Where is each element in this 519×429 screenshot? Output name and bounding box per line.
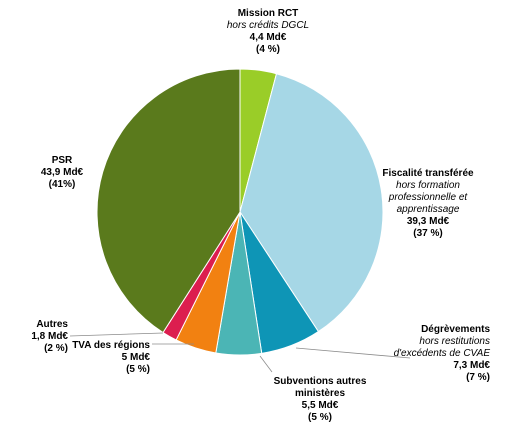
data-label: hors restitutions xyxy=(419,336,490,347)
data-label: (41%) xyxy=(49,179,76,190)
data-label: ministères xyxy=(295,388,345,399)
data-label: 43,9 Md€ xyxy=(41,167,84,178)
data-label: 1,8 Md€ xyxy=(31,331,68,342)
data-label: d'excédents de CVAE xyxy=(394,348,491,359)
pie-slice xyxy=(96,68,241,334)
data-label: (4 %) xyxy=(256,44,280,55)
data-label: apprentissage xyxy=(397,204,460,215)
data-label: TVA des régions xyxy=(72,340,150,351)
data-label: Fiscalité transférée xyxy=(382,168,474,179)
data-label: professionnelle et xyxy=(388,192,469,203)
data-label: Mission RCT xyxy=(238,8,299,19)
data-label: (2 %) xyxy=(44,343,68,354)
leader-line xyxy=(295,347,411,359)
data-label: (37 %) xyxy=(413,228,442,239)
data-label: hors crédits DGCL xyxy=(227,20,309,31)
leader-line xyxy=(259,355,273,373)
data-label: hors formation xyxy=(396,180,460,191)
data-label: PSR xyxy=(52,155,73,166)
data-label: (7 %) xyxy=(466,372,490,383)
data-label: (5 %) xyxy=(308,412,332,423)
data-label: 5,5 Md€ xyxy=(302,400,339,411)
data-label: 5 Md€ xyxy=(122,352,151,363)
data-label: (5 %) xyxy=(126,364,150,375)
data-label: Dégrèvements xyxy=(421,324,490,335)
data-label: 39,3 Md€ xyxy=(407,216,450,227)
leader-line xyxy=(69,332,164,337)
data-label: Subventions autres xyxy=(274,376,367,387)
data-label: Autres xyxy=(36,319,68,330)
data-label: 7,3 Md€ xyxy=(453,360,490,371)
data-label: 4,4 Md€ xyxy=(250,32,287,43)
pie-slice xyxy=(239,73,384,333)
